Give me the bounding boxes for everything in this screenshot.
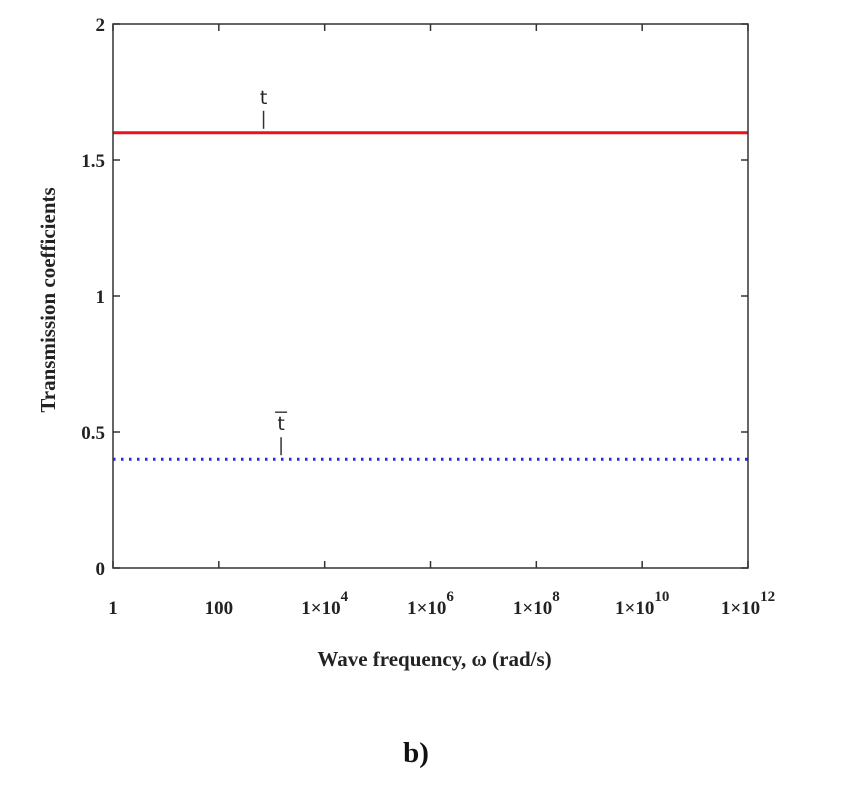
y-tick-label: 1 [96, 287, 106, 308]
x-tick-label-base: 1×10 [615, 598, 654, 619]
y-axis-title: Transmission coefficients [36, 187, 60, 412]
series-label: t [260, 87, 267, 109]
x-tick-label-base: 1×10 [407, 598, 446, 619]
x-tick-label-exponent: 4 [341, 589, 349, 605]
x-tick-label-base: 1×10 [721, 598, 760, 619]
x-tick-label-base: 1×10 [513, 598, 552, 619]
y-tick-label: 0 [96, 559, 106, 580]
figure-caption: b) [403, 737, 429, 769]
x-tick-label-base: 1×10 [301, 598, 340, 619]
tick-marks [112, 23, 749, 569]
x-tick-label: 1×108 [513, 589, 560, 619]
x-tick-label-base: 100 [205, 598, 234, 619]
series-annotations: tt [260, 87, 288, 456]
x-tick-label-base: 1 [108, 598, 118, 619]
x-tick-label: 1×106 [407, 589, 454, 619]
y-tick-label: 2 [96, 15, 106, 36]
series-lines [113, 131, 748, 461]
x-tick-label: 1×104 [301, 589, 348, 619]
y-tick-label: 0.5 [81, 423, 105, 444]
y-tick-label: 1.5 [81, 151, 105, 172]
x-tick-label-exponent: 10 [654, 589, 669, 605]
x-tick-label: 1×1010 [615, 589, 669, 619]
x-axis-title: Wave frequency, ω (rad/s) [317, 647, 551, 671]
x-tick-label: 100 [205, 598, 234, 619]
x-tick-label: 1 [108, 598, 118, 619]
y-tick-labels: 0 0.5 1 1.5 2 [81, 15, 105, 580]
plot-frame [112, 23, 749, 569]
x-tick-label-exponent: 12 [760, 589, 775, 605]
series-label: t [277, 413, 284, 435]
x-tick-label: 1×1012 [721, 589, 775, 619]
x-tick-label-exponent: 8 [552, 589, 560, 605]
x-tick-label-exponent: 6 [446, 589, 454, 605]
